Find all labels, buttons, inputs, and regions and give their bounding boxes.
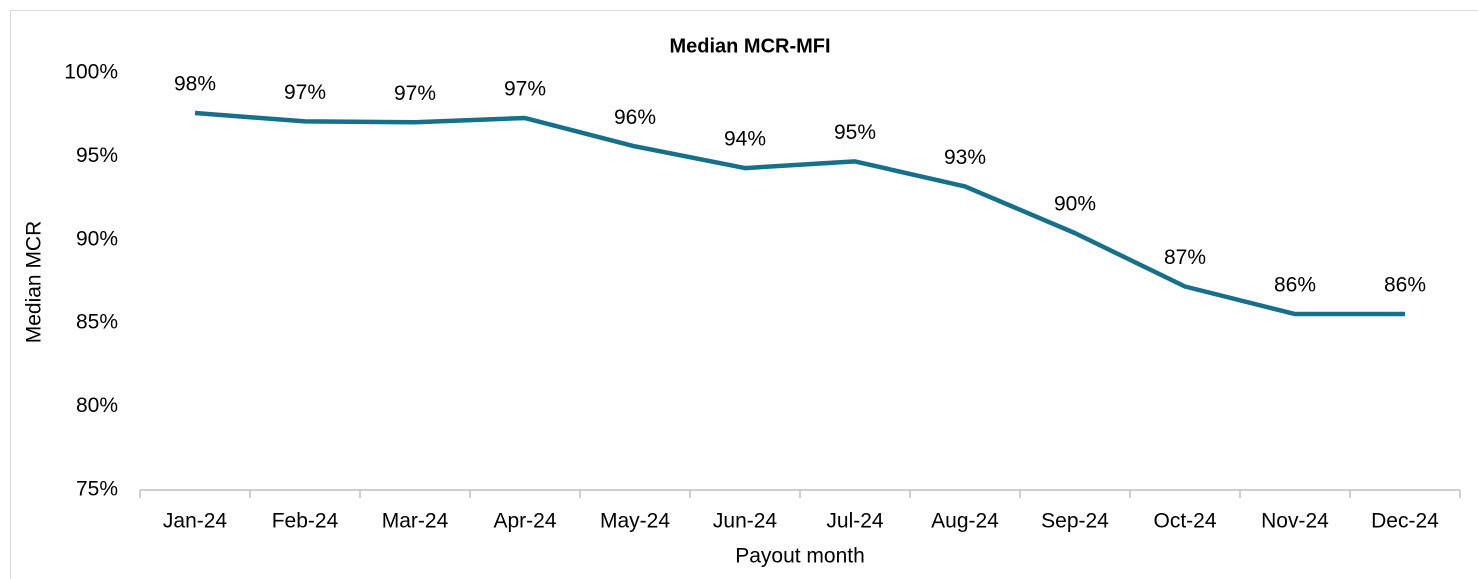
data-label: 95% <box>834 121 876 144</box>
x-tick-label: Dec-24 <box>1371 510 1439 533</box>
y-axis-label: Median MCR <box>23 221 46 344</box>
y-tick-label: 85% <box>76 311 118 334</box>
x-tick-label: Feb-24 <box>272 510 339 533</box>
x-tick-label: Nov-24 <box>1261 510 1329 533</box>
data-label: 87% <box>1164 246 1206 269</box>
y-tick-label: 100% <box>64 61 118 84</box>
data-label: 86% <box>1384 274 1426 297</box>
data-label: 90% <box>1054 193 1096 216</box>
y-tick-label: 90% <box>76 227 118 250</box>
data-label: 86% <box>1274 274 1316 297</box>
data-label: 98% <box>174 73 216 96</box>
y-tick-label: 80% <box>76 394 118 417</box>
x-tick-label: May-24 <box>600 510 670 533</box>
y-tick-label: 95% <box>76 144 118 167</box>
data-label: 93% <box>944 146 986 169</box>
y-tick-label: 75% <box>76 478 118 501</box>
data-label: 97% <box>284 81 326 104</box>
data-label: 96% <box>614 106 656 129</box>
x-tick-label: Mar-24 <box>382 510 449 533</box>
chart-frame <box>10 10 1478 579</box>
x-axis-label: Payout month <box>735 545 865 568</box>
x-tick-label: Aug-24 <box>931 510 999 533</box>
x-tick-label: Oct-24 <box>1153 510 1216 533</box>
x-tick-label: Sep-24 <box>1041 510 1109 533</box>
data-label: 97% <box>504 78 546 101</box>
data-label: 94% <box>724 128 766 151</box>
x-tick-label: Jun-24 <box>713 510 778 533</box>
x-tick-label: Jul-24 <box>826 510 884 533</box>
x-tick-label: Jan-24 <box>163 510 228 533</box>
x-tick-label: Apr-24 <box>493 510 556 533</box>
data-label: 97% <box>394 82 436 105</box>
chart-title: Median MCR-MFI <box>669 35 830 57</box>
series-line <box>194 110 1405 317</box>
